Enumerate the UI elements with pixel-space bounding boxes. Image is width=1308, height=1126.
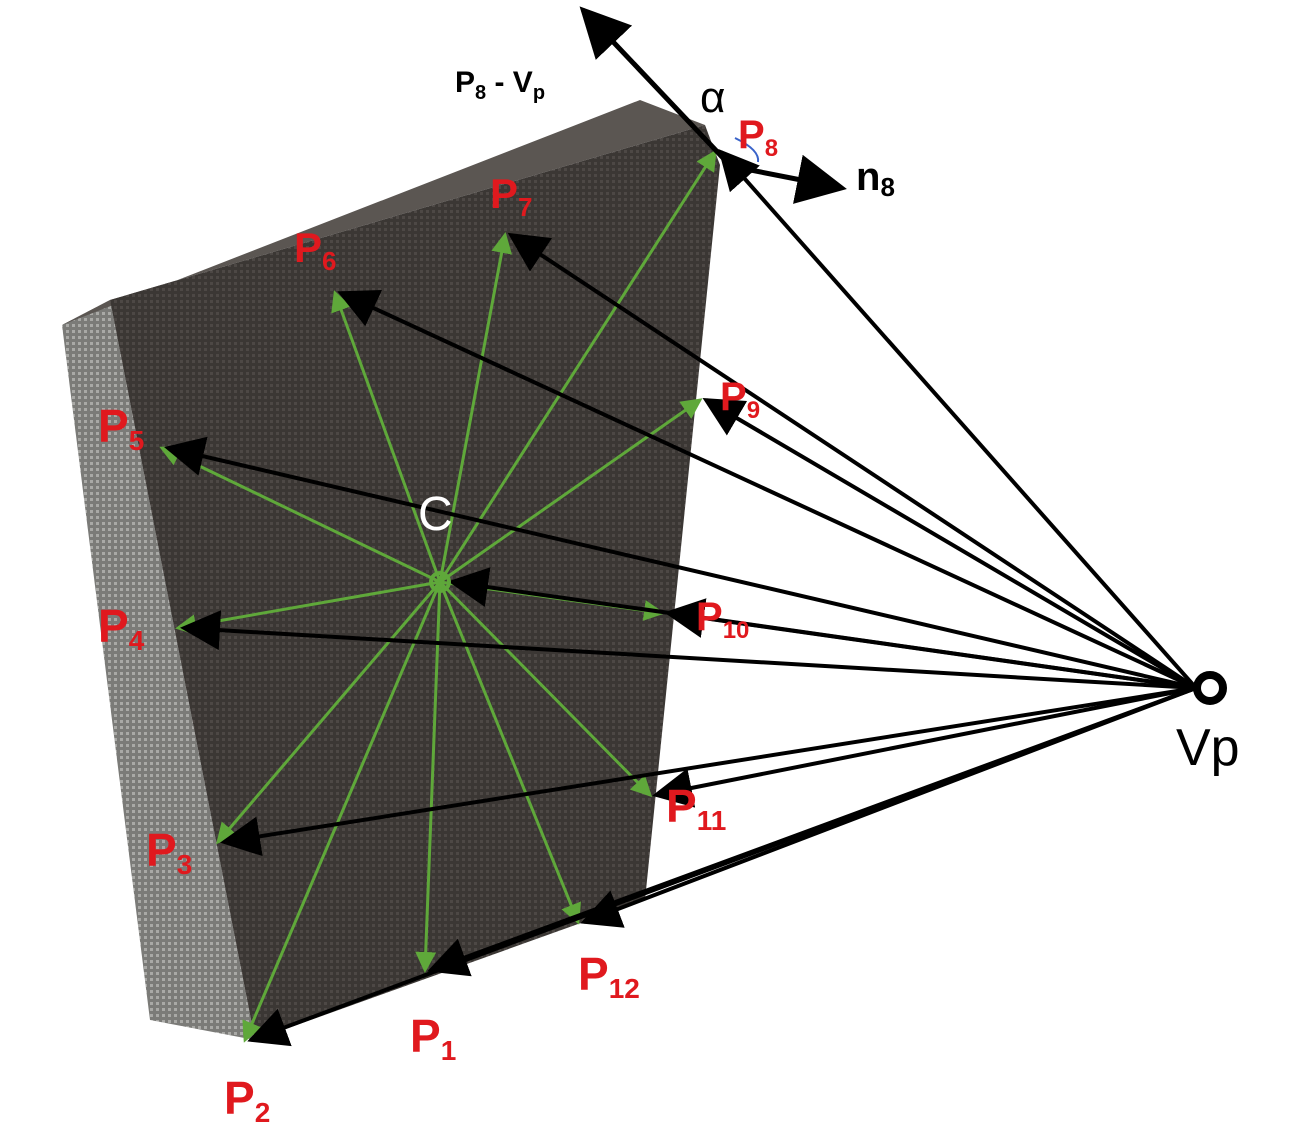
- green-vector-p3: [216, 581, 442, 845]
- label-p1: P1: [410, 1010, 456, 1066]
- panel-top-face: [62, 100, 705, 325]
- viewpoint-marker: [1193, 671, 1227, 705]
- black-vector-p9: [702, 397, 1198, 690]
- green-vector-p12: [438, 581, 581, 925]
- label-viewpoint: Vp: [1176, 719, 1240, 777]
- green-vector-p4: [175, 580, 441, 636]
- label-n8: n8: [856, 155, 895, 202]
- black-vector-p11: [652, 686, 1197, 808]
- green-vector-p7: [438, 232, 513, 583]
- label-p8: P8: [738, 113, 778, 162]
- green-vector-p6: [331, 290, 442, 583]
- black-vector-p8: [718, 149, 1198, 690]
- black-vector-p7: [507, 232, 1198, 690]
- label-alpha: α: [700, 73, 725, 122]
- black-vector-c: [448, 567, 1197, 690]
- panel-side-face: [62, 300, 255, 1040]
- label-p3: P3: [146, 824, 192, 880]
- label-p7: P7: [490, 170, 532, 222]
- vector-p8-minus-vp: [579, 6, 727, 162]
- label-p2: P2: [224, 1072, 270, 1126]
- black-vector-p4: [180, 610, 1197, 690]
- label-p12: P12: [578, 948, 640, 1004]
- black-vector-p6: [337, 289, 1197, 690]
- label-p5: P5: [98, 400, 144, 456]
- angle-arc: [734, 137, 760, 163]
- label-p9: P9: [720, 375, 760, 424]
- black-vector-p12: [580, 686, 1197, 928]
- label-p10: P10: [696, 595, 749, 644]
- label-center: C: [418, 488, 453, 541]
- green-vector-p5: [159, 446, 441, 584]
- normal-vector-n8: [724, 154, 847, 204]
- label-p6: P6: [294, 224, 336, 276]
- label-p4: P4: [98, 600, 145, 656]
- label-p11: P11: [666, 780, 726, 836]
- black-vectors: [164, 149, 1198, 1047]
- panel-front-face: [110, 125, 720, 1040]
- green-vector-p11: [438, 580, 653, 798]
- center-point: [429, 571, 451, 593]
- label-p8-minus-vp: P8 - Vp: [455, 66, 545, 104]
- black-vector-p3: [220, 686, 1197, 857]
- green-vector-p9: [439, 398, 703, 584]
- green-vector-p2: [242, 581, 442, 1043]
- green-vector-p8: [438, 149, 717, 583]
- green-vector-p1: [415, 581, 442, 973]
- black-vector-p5: [164, 436, 1197, 690]
